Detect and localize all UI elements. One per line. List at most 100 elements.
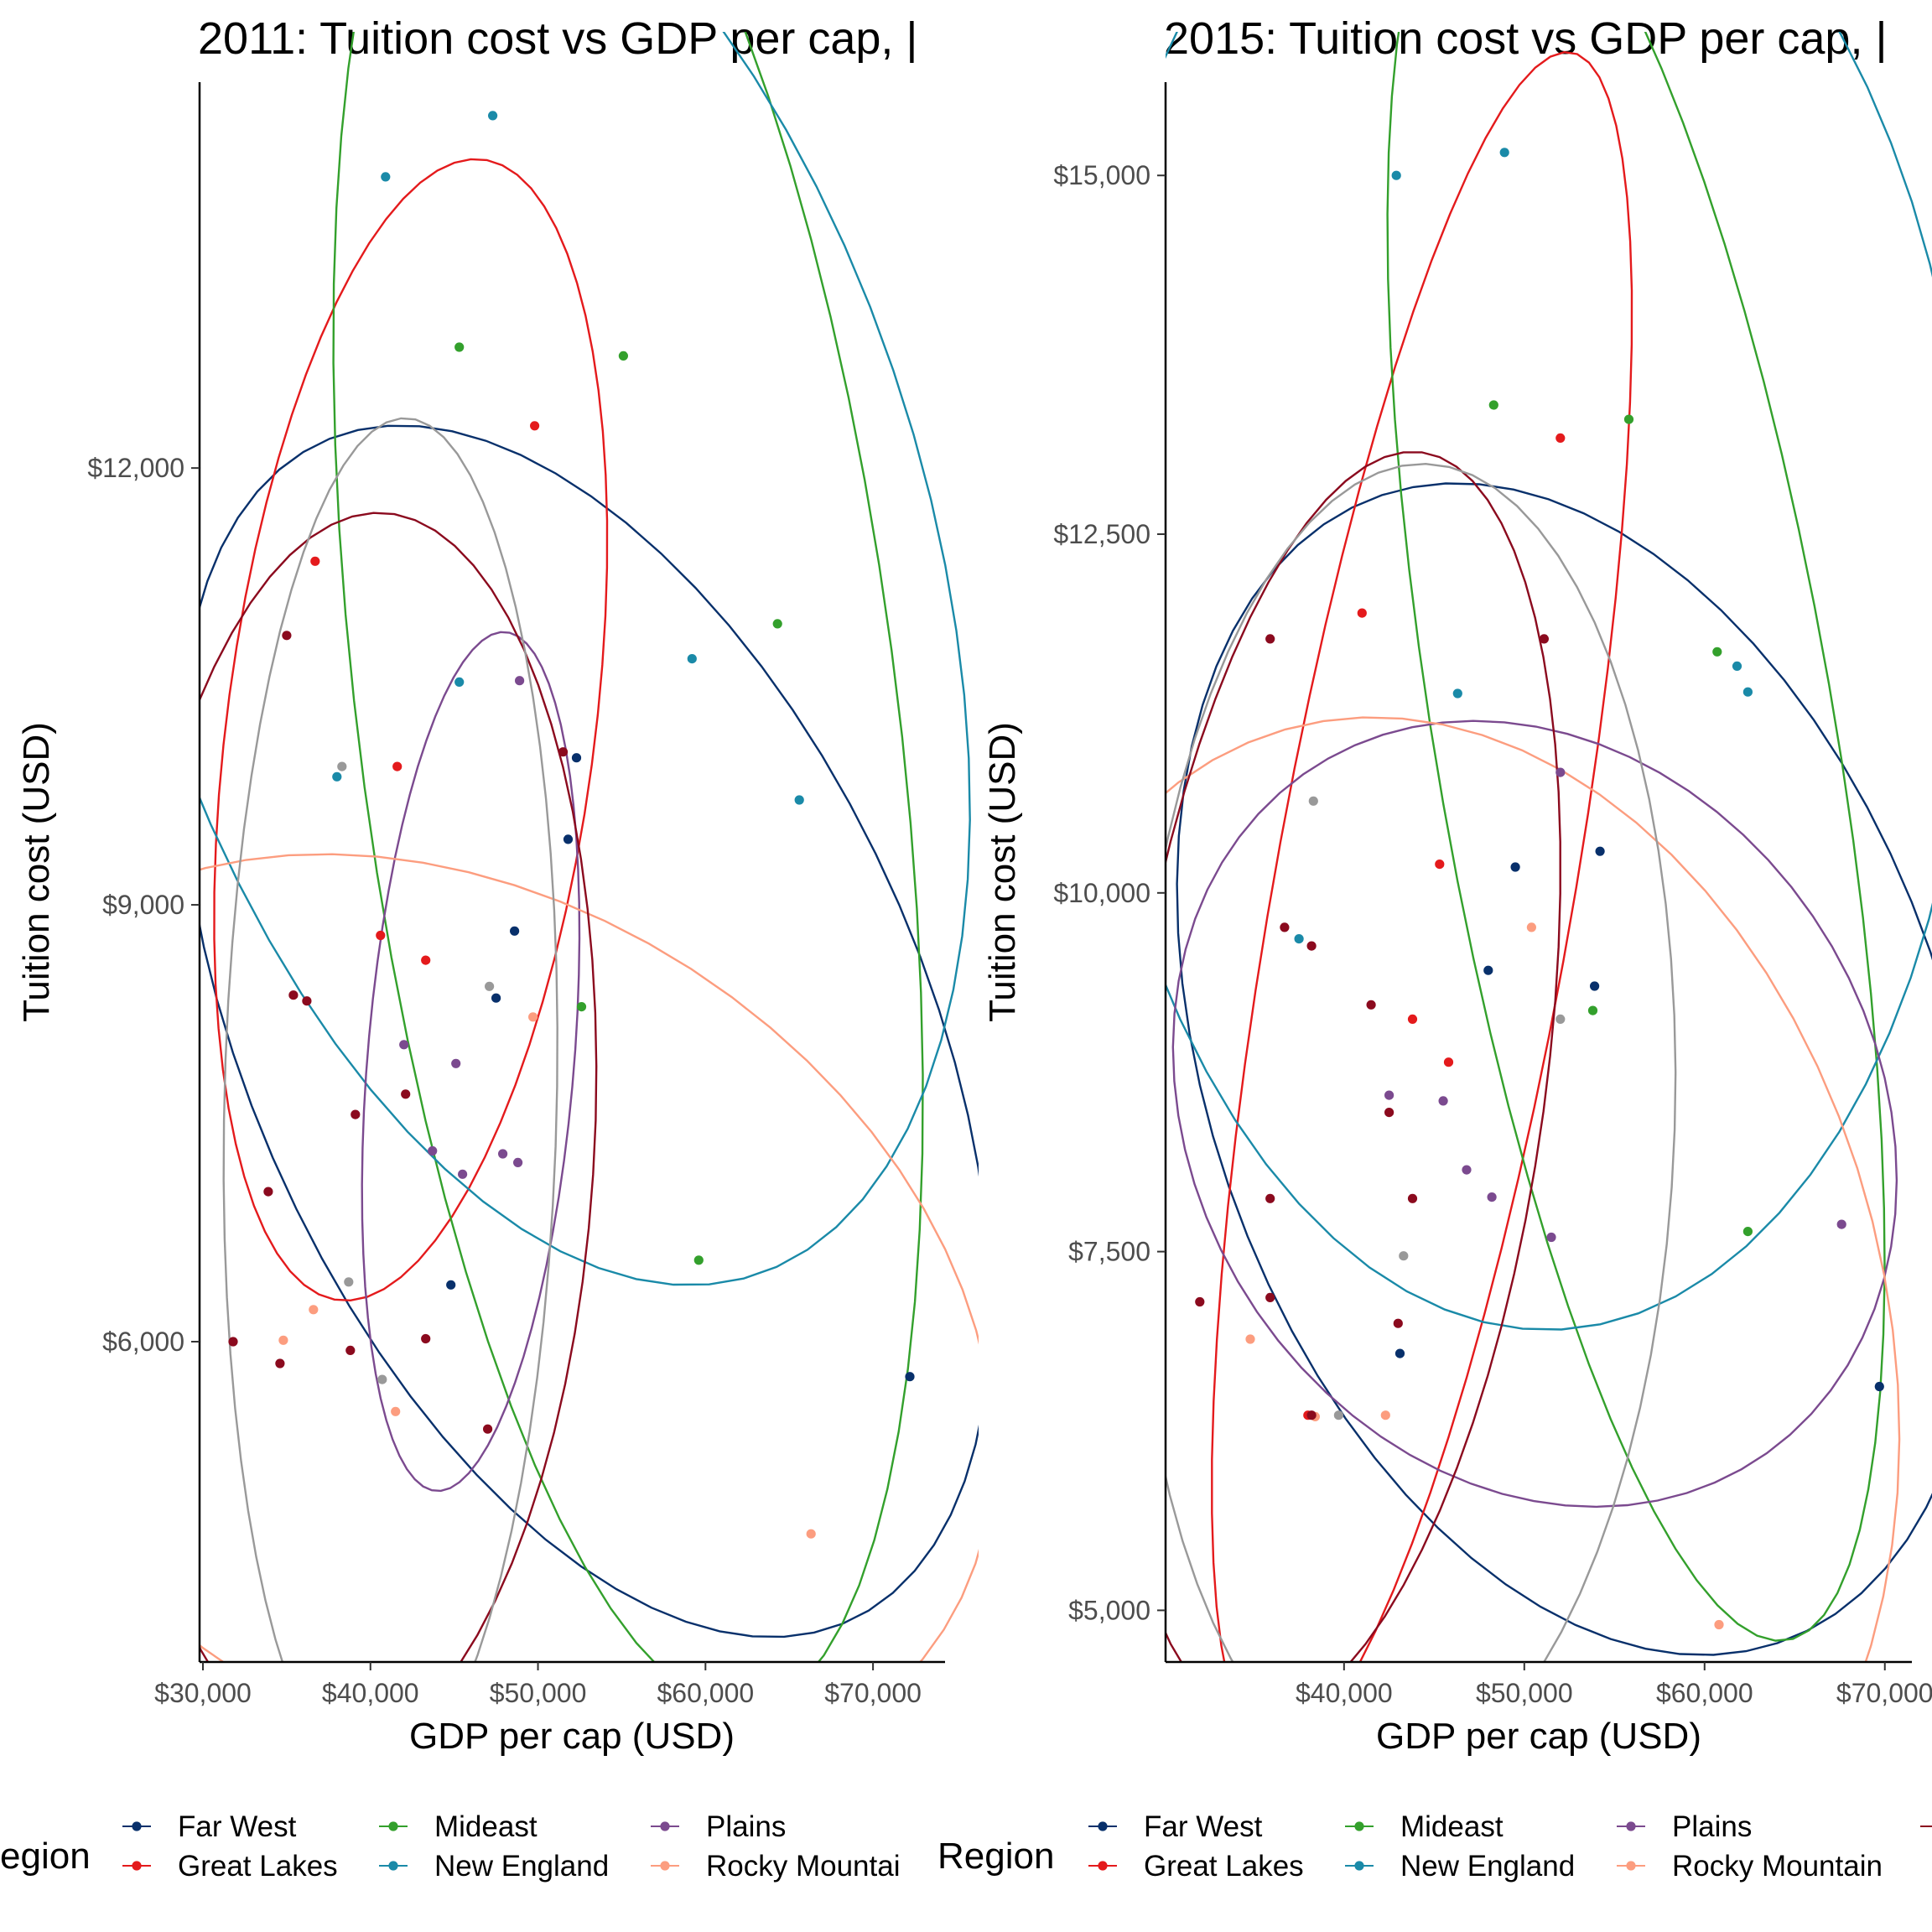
- y-tick-label-2015: $7,500: [1068, 1237, 1150, 1267]
- legend-entry-new-england-2015: New England: [1400, 1850, 1575, 1883]
- point-rocky-mountain-2015: [1526, 922, 1536, 932]
- point-mideast-2015: [1488, 400, 1498, 410]
- point-plains-2015: [1555, 767, 1566, 777]
- point-plains-2011: [428, 1145, 438, 1156]
- point-new-england-2011: [381, 172, 391, 182]
- point-plains-2015: [1836, 1219, 1846, 1229]
- point-new-england-2015: [1452, 688, 1462, 699]
- point-southeast-2015: [1539, 634, 1549, 644]
- point-mideast-2011: [618, 351, 629, 361]
- point-rocky-mountain-2015: [1714, 1619, 1724, 1630]
- point-southeast-2015: [1265, 1193, 1275, 1203]
- y-tick-label-2015: $12,500: [1053, 519, 1150, 549]
- ellipse-rocky-mountain-2011: [200, 853, 979, 1662]
- point-plains-2011: [513, 1157, 523, 1167]
- legend-entry-new-england-2011: New England: [434, 1850, 609, 1883]
- point-far-west-2015: [1483, 965, 1493, 975]
- point-southeast-2011: [483, 1424, 493, 1434]
- point-great-lakes-2015: [1357, 608, 1367, 618]
- ellipse-mideast-2011: [332, 32, 924, 1662]
- legend-title-2011: egion: [0, 1836, 91, 1877]
- legend-key-dot-mideast-2011: [388, 1821, 398, 1831]
- point-southwest-2011: [485, 981, 495, 991]
- point-southwest-2015: [1333, 1410, 1343, 1420]
- legend-2015: Region Far West Great Lakes Mideast New Eng…: [937, 1810, 1883, 1883]
- legend-key-dot-plains-2015: [1626, 1821, 1636, 1831]
- point-great-lakes-2011: [392, 761, 402, 771]
- y-tick-label-2015: $10,000: [1053, 878, 1150, 908]
- point-southeast-2011: [421, 1333, 431, 1344]
- point-southeast-2015: [1306, 1410, 1317, 1420]
- points-2015: [1195, 148, 1884, 1630]
- point-southeast-2011: [302, 996, 312, 1006]
- point-plains-2011: [515, 676, 525, 686]
- points-2011: [228, 111, 915, 1539]
- point-new-england-2011: [488, 111, 498, 121]
- point-southeast-2011: [558, 747, 569, 757]
- y-tick-label-2011: $9,000: [102, 890, 184, 920]
- point-far-west-2015: [1595, 846, 1605, 856]
- point-far-west-2011: [510, 926, 520, 936]
- point-plains-2011: [458, 1169, 468, 1179]
- point-far-west-2015: [1394, 1348, 1405, 1358]
- x-tick-label-2015: $50,000: [1476, 1678, 1573, 1708]
- y-ticks-2011: $6,000 $9,000 $12,000: [87, 453, 200, 1357]
- point-far-west-2011: [571, 753, 582, 763]
- point-rocky-mountain-2011: [391, 1406, 401, 1416]
- point-plains-2011: [451, 1058, 461, 1068]
- point-far-west-2011: [905, 1372, 915, 1382]
- x-tick-label-2011: $50,000: [490, 1678, 587, 1708]
- ellipse-far-west-2015: [1176, 482, 1932, 1656]
- legend-key-dot-rocky-mountain-2015: [1626, 1861, 1636, 1871]
- chart-title-2015: 2015: Tuition cost vs GDP per cap, |: [1164, 13, 1887, 64]
- ellipse-mideast-2015: [1386, 32, 1886, 1642]
- point-great-lakes-2011: [310, 556, 320, 566]
- point-southeast-2015: [1195, 1296, 1205, 1307]
- legend-title-2015: Region: [937, 1836, 1054, 1877]
- legend-entry-great-lakes-2015: Great Lakes: [1144, 1850, 1304, 1883]
- legend-key-dot-mideast-2015: [1354, 1821, 1364, 1831]
- point-new-england-2015: [1391, 170, 1401, 180]
- point-rocky-mountain-2015: [1245, 1334, 1255, 1344]
- point-new-england-2011: [454, 677, 465, 688]
- point-mideast-2011: [454, 342, 465, 352]
- legend-entry-plains-2011: Plains: [706, 1810, 786, 1843]
- chart-title-2011: 2011: Tuition cost vs GDP per cap, |: [198, 13, 917, 64]
- x-tick-label-2015: $40,000: [1296, 1678, 1393, 1708]
- legend-key-dot-plains-2011: [660, 1821, 670, 1831]
- point-southwest-2011: [344, 1277, 354, 1287]
- point-great-lakes-2015: [1555, 433, 1566, 444]
- point-mideast-2011: [576, 1002, 587, 1012]
- point-southeast-2011: [275, 1358, 285, 1368]
- legend-entry-rocky-mountain-2015: Rocky Mountain: [1672, 1850, 1883, 1883]
- point-southeast-2011: [263, 1187, 273, 1197]
- x-axis-label-2015: GDP per cap (USD): [1376, 1716, 1701, 1757]
- point-new-england-2011: [332, 771, 342, 782]
- ellipse-far-west-2011: [200, 424, 979, 1639]
- ellipses-2015: [1166, 32, 1932, 1662]
- y-tick-label-2015: $15,000: [1053, 160, 1150, 190]
- point-rocky-mountain-2011: [806, 1529, 816, 1539]
- ellipse-great-lakes-2015: [1211, 50, 1633, 1662]
- x-tick-label-2015: $70,000: [1836, 1678, 1932, 1708]
- point-mideast-2011: [772, 619, 782, 629]
- point-rocky-mountain-2011: [309, 1305, 319, 1315]
- point-southeast-2011: [351, 1109, 361, 1119]
- point-southeast-2011: [282, 631, 292, 641]
- point-great-lakes-2011: [530, 421, 540, 431]
- point-southeast-2015: [1280, 922, 1290, 932]
- point-plains-2015: [1384, 1090, 1394, 1100]
- point-far-west-2015: [1510, 862, 1520, 872]
- legend-key-dot-far-west-2011: [132, 1821, 142, 1831]
- legend-key-dot-rocky-mountai-2011: [660, 1861, 670, 1871]
- x-ticks-2015: $40,000 $50,000 $60,000 $70,000: [1296, 1662, 1932, 1708]
- ellipses-2011: [200, 32, 979, 1662]
- legend-key-dot-great-lakes-2015: [1098, 1861, 1108, 1871]
- y-tick-label-2011: $12,000: [87, 453, 184, 483]
- legend-entry-far-west-2011: Far West: [178, 1810, 297, 1843]
- point-southeast-2015: [1366, 1000, 1376, 1010]
- ellipse-plains-2015: [1171, 719, 1898, 1509]
- legend-entry-plains-2015: Plains: [1672, 1810, 1752, 1843]
- point-southwest-2011: [337, 761, 347, 771]
- x-ticks-2011: $30,000 $40,000 $50,000 $60,000 $70,000: [154, 1662, 922, 1708]
